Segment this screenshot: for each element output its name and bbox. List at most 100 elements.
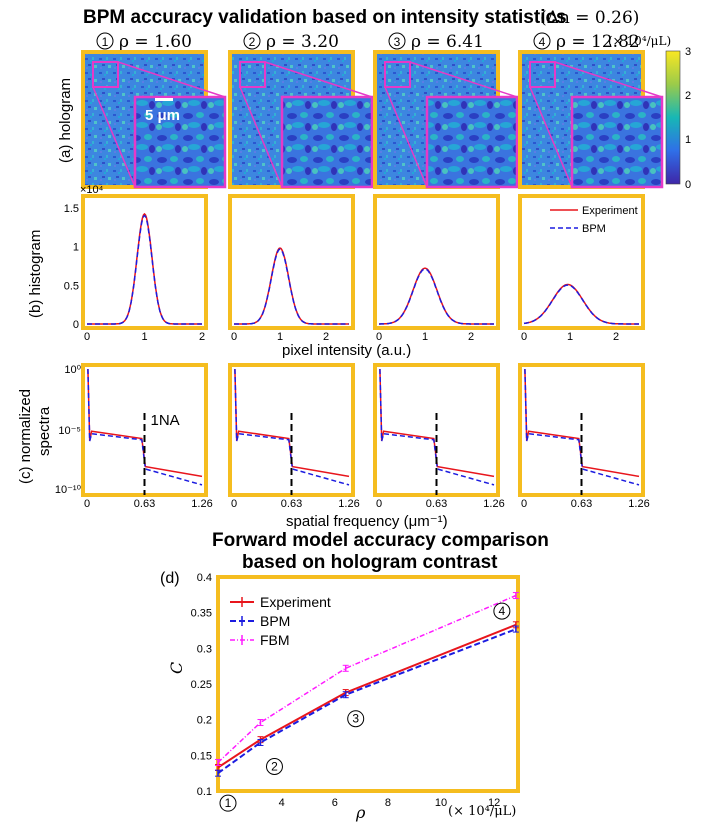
contrast-bpm-line bbox=[217, 628, 517, 775]
spectrum-xtick: 1.26 bbox=[628, 498, 649, 510]
d-panel-label: (d) bbox=[160, 570, 180, 587]
spectrum-xtick: 0.63 bbox=[571, 498, 592, 510]
colorbar: (× 10⁴/μL) 3 2 1 0 bbox=[608, 34, 691, 191]
histogram-frame bbox=[81, 194, 208, 330]
contrast-xtick: 8 bbox=[385, 797, 391, 809]
contrast-experiment-line bbox=[217, 623, 517, 769]
histogram-xtick: 2 bbox=[468, 331, 474, 343]
point-label: 1 bbox=[225, 796, 232, 810]
column-number-circle bbox=[388, 32, 406, 50]
zoomed-hologram bbox=[425, 95, 519, 189]
column-number-circle bbox=[96, 32, 114, 50]
zoomed-hologram bbox=[133, 95, 227, 189]
colorbar-tick: 3 bbox=[685, 46, 691, 58]
spectrum-xtick: 0.63 bbox=[426, 498, 447, 510]
colorbar-tick: 1 bbox=[685, 134, 691, 146]
colorbar-gradient bbox=[665, 50, 681, 185]
histogram-xtick: 0 bbox=[376, 331, 382, 343]
zoom-connector bbox=[529, 86, 573, 188]
histogram-xtick: 1 bbox=[141, 331, 147, 343]
figure-title: BPM accuracy validation based on intensi… bbox=[83, 7, 567, 28]
column-number: 3 bbox=[394, 35, 401, 49]
histogram-xtick: 1 bbox=[567, 331, 573, 343]
histogram-frame bbox=[228, 194, 355, 330]
histogram-xtick: 1 bbox=[422, 331, 428, 343]
column-number: 1 bbox=[102, 35, 109, 49]
zoom-connector bbox=[117, 61, 226, 98]
column-headers: 1 ρ = 1.60 2 ρ = 3.20 3 ρ = 6.41 4 ρ = 12.82 bbox=[96, 32, 640, 52]
colorbar-tick: 0 bbox=[685, 179, 691, 191]
spectrum-xtick: 1.26 bbox=[191, 498, 212, 510]
contrast-xtick: 6 bbox=[332, 797, 338, 809]
point-label: 2 bbox=[271, 759, 278, 773]
spectrum-xtick: 1.26 bbox=[483, 498, 504, 510]
d-ylabel: C bbox=[167, 662, 186, 674]
histogram-ytick: 1.5 bbox=[64, 203, 79, 215]
na-label: 1NA bbox=[151, 412, 180, 429]
zoom-connector bbox=[384, 86, 428, 188]
contrast-ytick: 0.25 bbox=[191, 679, 212, 691]
row-c-label-1: (c) normalized bbox=[17, 389, 34, 484]
row-a-label: (a) hologram bbox=[57, 78, 74, 163]
histogram-ytick: 0 bbox=[73, 319, 79, 331]
histogram-frame bbox=[518, 194, 645, 330]
spectrum-xtick: 0.63 bbox=[281, 498, 302, 510]
column-number-circle bbox=[243, 32, 261, 50]
column-number: 4 bbox=[539, 35, 546, 49]
histogram-multiplier: ×10⁴ bbox=[80, 184, 104, 196]
spectrum-xtick: 0.63 bbox=[134, 498, 155, 510]
column-rho-label: ρ = 1.60 bbox=[119, 32, 192, 52]
point-label: 4 bbox=[499, 604, 506, 618]
point-label-circle bbox=[347, 710, 365, 728]
zoom-region-box bbox=[384, 61, 411, 88]
point-label-circle bbox=[219, 794, 237, 812]
spectrum-bpm-line bbox=[379, 368, 495, 486]
histogram-xtick: 0 bbox=[231, 331, 237, 343]
zoom-connector bbox=[554, 61, 663, 98]
row-c-label-2: spectra bbox=[36, 406, 53, 456]
zoom-region-box bbox=[92, 61, 119, 88]
d-title-1: Forward model accuracy comparison bbox=[212, 530, 549, 551]
d-xunit: (× 10⁴/μL) bbox=[448, 804, 516, 819]
contrast-ytick: 0.4 bbox=[197, 572, 212, 584]
histogram-xtick: 0 bbox=[521, 331, 527, 343]
zoom-connector bbox=[239, 86, 283, 188]
zoom-region-box bbox=[529, 61, 556, 88]
zoomed-hologram bbox=[570, 95, 664, 189]
contrast-xtick: 10 bbox=[435, 797, 447, 809]
histogram-bpm-line bbox=[234, 248, 349, 325]
histogram-bpm-line bbox=[523, 284, 639, 325]
zoomed-hologram bbox=[280, 95, 374, 189]
histogram-row: 0 1 2 0 0.5 1 1.5 0 1 2 0 1 2 0 1 2 Experiment BPM bbox=[64, 194, 645, 343]
legend-label: BPM bbox=[260, 613, 290, 629]
histogram-xtick: 2 bbox=[613, 331, 619, 343]
contrast-fbm-line bbox=[217, 594, 517, 764]
spectrum-ytick: 10⁰ bbox=[64, 364, 81, 376]
histogram-xtick: 2 bbox=[323, 331, 329, 343]
contrast-ytick: 0.15 bbox=[191, 750, 212, 762]
point-label: 3 bbox=[352, 712, 359, 726]
column-rho-label: ρ = 12.82 bbox=[556, 32, 640, 52]
spectrum-bpm-line bbox=[234, 368, 350, 486]
spectrum-bpm-line bbox=[524, 368, 640, 486]
zoom-connector bbox=[264, 61, 373, 98]
contrast-ytick: 0.1 bbox=[197, 786, 212, 798]
spectra-row: 0 0.63 1.26 10⁰ 10⁻⁵ 10⁻¹⁰ 1NA 0 0.63 1.26 0 0.63 1.… bbox=[55, 363, 650, 510]
spectrum-ytick: 10⁻⁵ bbox=[58, 425, 81, 437]
spectrum-xtick: 0 bbox=[521, 498, 527, 510]
point-label-circle bbox=[265, 757, 283, 775]
histogram-bpm-line bbox=[87, 214, 202, 325]
histogram-xtick: 0 bbox=[84, 331, 90, 343]
column-number: 2 bbox=[249, 35, 256, 49]
column-rho-label: ρ = 3.20 bbox=[266, 32, 339, 52]
colorbar-unit: (× 10⁴/μL) bbox=[608, 34, 671, 48]
spectrum-ytick: 10⁻¹⁰ bbox=[55, 484, 82, 496]
histogram-ytick: 1 bbox=[73, 242, 79, 254]
histogram-xtick: 2 bbox=[199, 331, 205, 343]
zoom-connector bbox=[92, 86, 136, 188]
histogram-bpm-line bbox=[379, 268, 494, 325]
contrast-xtick: 4 bbox=[279, 797, 285, 809]
hologram-row bbox=[81, 50, 664, 189]
contrast-ytick: 0.3 bbox=[197, 643, 212, 655]
